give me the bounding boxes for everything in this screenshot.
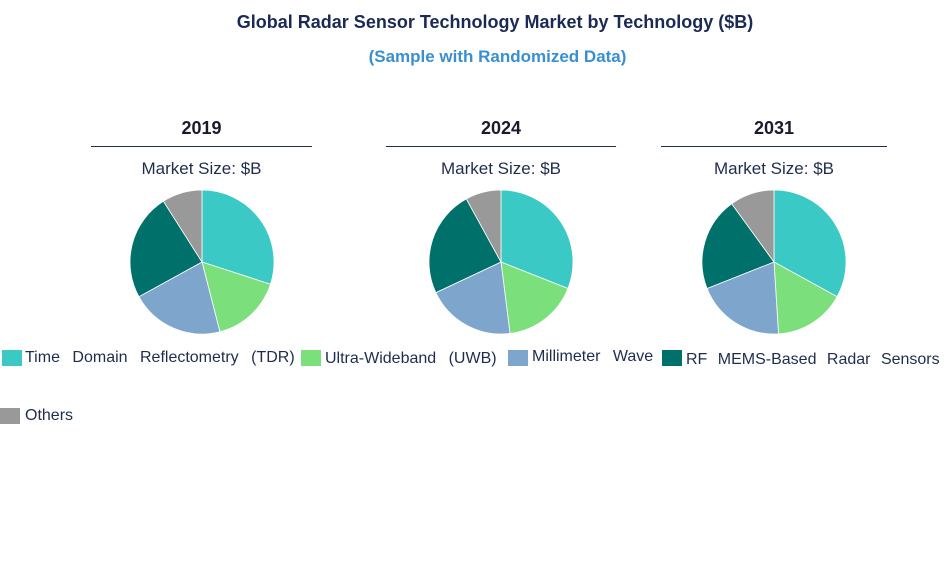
panel-year: 2019 — [181, 118, 222, 138]
pie-chart-2031 — [701, 189, 847, 335]
pie-slice-mmwave — [137, 261, 220, 335]
legend-swatch-others — [0, 408, 20, 424]
legend-label-rfmems: RF MEMS-Based Radar Sensors — [686, 351, 940, 368]
panel-divider — [661, 146, 887, 147]
chart-title: Global Radar Sensor Technology Market by… — [236, 12, 754, 32]
pie-slice-tdr — [773, 189, 847, 298]
legend-label-uwb: Ultra-Wideband (UWB) — [325, 350, 497, 367]
pie-slice-uwb — [200, 261, 271, 333]
legend-label-tdr: Time Domain Reflectometry (TDR) — [25, 349, 295, 366]
panel-2019: 2019 Market Size: $B — [91, 118, 312, 337]
panel-2024: 2024 Market Size: $B — [386, 118, 616, 337]
panel-divider — [386, 146, 616, 147]
market-size-label: Market Size: $B — [141, 159, 262, 178]
legend-swatch-rfmems — [662, 350, 682, 366]
pie-slice-tdr — [201, 189, 274, 285]
pie-slice-others — [731, 189, 775, 264]
market-size-label: Market Size: $B — [714, 159, 834, 178]
legend-swatch-tdr — [2, 350, 22, 366]
market-size-label: Market Size: $B — [441, 159, 561, 178]
pie-slice-mmwave — [435, 261, 511, 335]
legend-label-others: Others — [25, 407, 74, 424]
pie-slice-others — [162, 189, 202, 264]
pie-slice-others — [465, 189, 502, 263]
pie-chart-2024 — [428, 189, 574, 335]
pie-slice-mmwave — [706, 261, 779, 335]
panel-year: 2024 — [480, 118, 522, 138]
pie-slice-uwb — [773, 261, 838, 335]
pie-slice-rfmems — [701, 203, 775, 290]
pie-slice-tdr — [500, 189, 574, 290]
pie-chart-2019 — [129, 189, 274, 335]
panel-divider — [91, 146, 312, 147]
pie-slice-uwb — [500, 261, 569, 334]
pie-slice-rfmems — [129, 200, 203, 298]
legend-swatch-uwb — [301, 350, 321, 366]
pie-slice-rfmems — [428, 198, 502, 294]
legend-swatch-mmwave — [508, 350, 528, 366]
chart-subtitle: (Sample with Randomized Data) — [368, 47, 627, 66]
panel-year: 2031 — [753, 118, 795, 138]
legend-label-mmwave: Millimeter Wave — [532, 348, 654, 365]
panel-2031: 2031 Market Size: $B — [661, 118, 887, 337]
